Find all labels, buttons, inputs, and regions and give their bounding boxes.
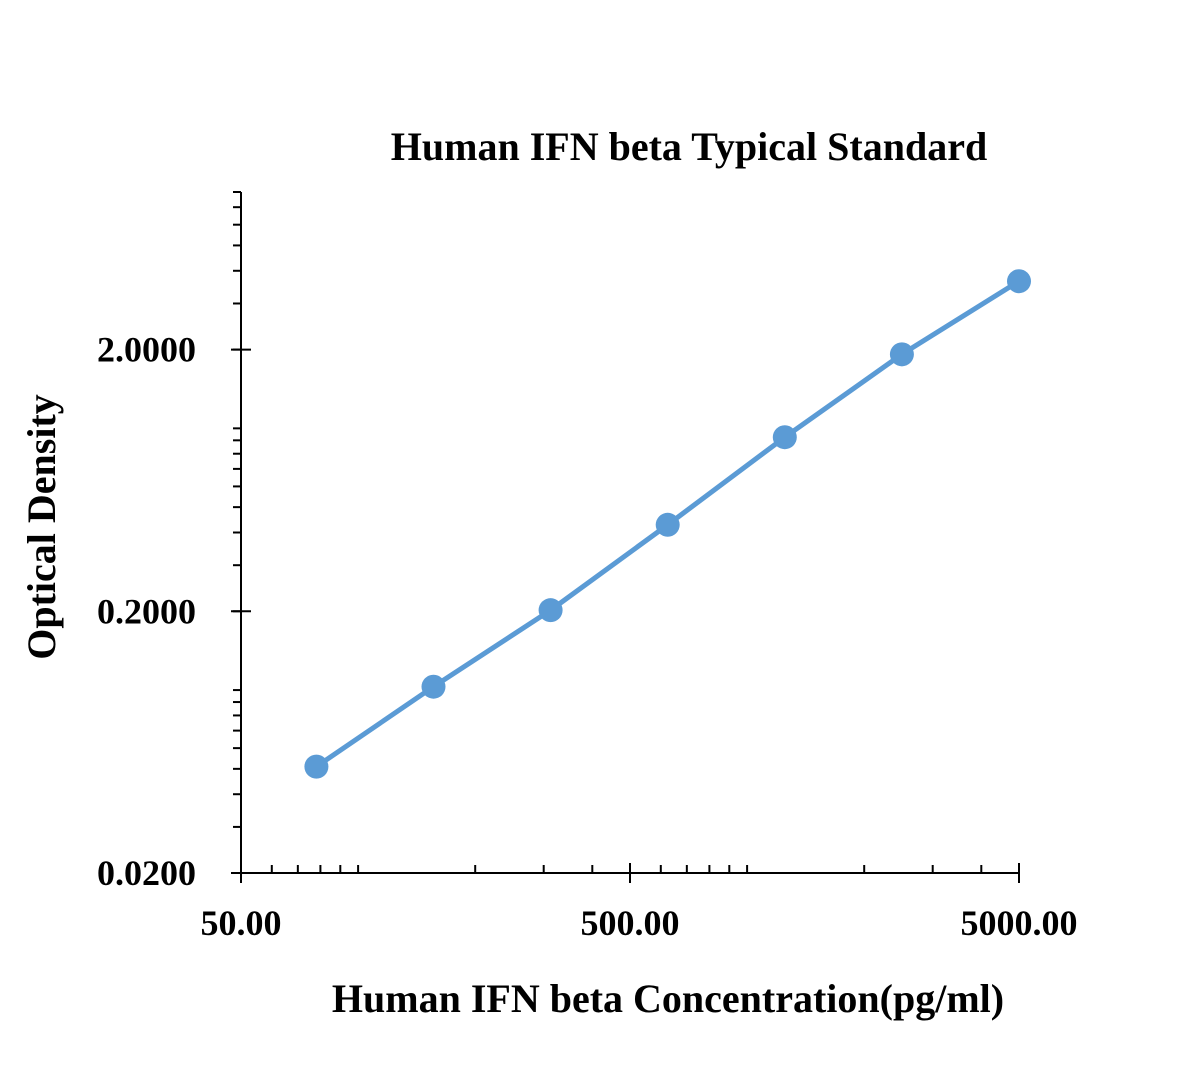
x-tick-label: 50.00	[201, 903, 282, 943]
y-tick-label: 0.0200	[97, 853, 196, 893]
y-tick-label: 0.2000	[97, 591, 196, 631]
data-point	[304, 754, 329, 779]
data-point	[1007, 269, 1031, 294]
x-axis-label: Human IFN beta Concentration(pg/ml)	[332, 976, 1004, 1021]
tick-labels: 0.0200 0.2000 2.0000 50.00 500.00 5000.00	[97, 330, 1078, 943]
axes	[240, 192, 1019, 874]
chart-title: Human IFN beta Typical Standard	[391, 124, 987, 169]
data-series	[304, 269, 1031, 779]
x-tick-label: 5000.00	[961, 903, 1078, 943]
data-point	[421, 674, 446, 699]
data-point	[538, 598, 563, 623]
y-tick-label: 2.0000	[97, 330, 196, 370]
data-point	[772, 425, 797, 450]
y-axis-label: Optical Density	[19, 394, 64, 660]
x-tick-label: 500.00	[581, 903, 680, 943]
data-point	[889, 342, 914, 367]
data-point	[655, 512, 680, 537]
axis-ticks	[231, 191, 1020, 883]
